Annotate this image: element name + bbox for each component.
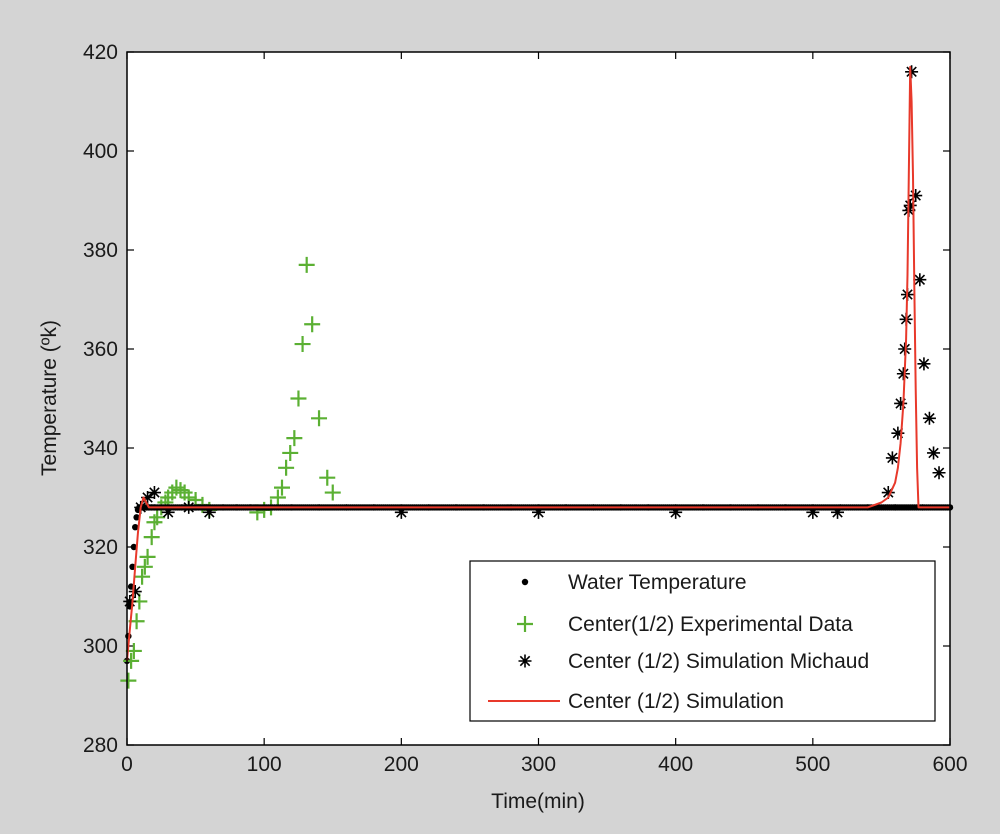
data-point [290, 390, 307, 407]
y-tick-label: 340 [83, 437, 118, 460]
legend-dot [521, 578, 529, 586]
data-point [891, 426, 905, 440]
y-axis: 280 300 320 340 360 380 400 420 [83, 41, 950, 757]
data-point [168, 479, 185, 496]
series-simulation [126, 65, 950, 661]
y-axis-label: Temperature (ºk) [38, 320, 61, 476]
data-point [806, 505, 820, 519]
plot-frame [126, 51, 951, 746]
data-point [269, 489, 286, 506]
data-point [885, 451, 899, 465]
legend-entry-water-temperature: Water Temperature [521, 571, 747, 594]
legend-label-simulation: Center (1/2) Simulation [568, 690, 784, 713]
legend-label-experimental-data: Center(1/2) Experimental Data [568, 613, 853, 636]
data-point [132, 524, 139, 531]
data-point [532, 505, 545, 519]
data-point [123, 594, 137, 608]
legend-entry-simulation: Center (1/2) Simulation [488, 690, 784, 713]
data-point [128, 585, 142, 599]
data-point [134, 568, 151, 585]
data-point [394, 505, 408, 519]
legend-plus [517, 616, 533, 632]
data-point [123, 652, 140, 669]
y-tick-label: 400 [83, 140, 118, 163]
data-point [298, 256, 315, 273]
y-tick-label: 280 [83, 734, 118, 757]
y-tick-label: 380 [83, 239, 118, 262]
legend-entry-simulation-michaud: Center (1/2) Simulation Michaud [518, 650, 869, 673]
data-point [130, 543, 138, 551]
data-point [278, 459, 295, 476]
legend-marker-water-temperature [521, 578, 529, 586]
data-point [294, 336, 311, 353]
data-point [903, 198, 917, 212]
data-point [894, 396, 908, 410]
data-point [136, 558, 153, 575]
data-point [143, 529, 160, 546]
x-tick-label: 600 [932, 753, 967, 776]
data-point [922, 411, 936, 425]
data-point [831, 505, 845, 519]
series-line-simulation [126, 65, 950, 661]
legend-asterisk [518, 654, 532, 668]
data-point [120, 672, 137, 689]
x-tick-label: 300 [521, 753, 556, 776]
legend-marker-simulation-michaud [518, 654, 532, 668]
data-point [286, 430, 303, 447]
data-point [319, 469, 336, 486]
legend-label-water-temperature: Water Temperature [568, 571, 747, 594]
data-point [932, 466, 946, 480]
water-temperature-dense-band [137, 504, 953, 511]
y-tick-label: 360 [83, 338, 118, 361]
legend-marker-experimental-data [517, 616, 533, 632]
data-point [896, 367, 910, 381]
data-point [141, 491, 155, 504]
y-tick-label: 420 [83, 41, 118, 64]
data-point [282, 444, 299, 461]
data-point [139, 548, 156, 565]
data-point [905, 65, 919, 79]
data-point [909, 189, 923, 203]
data-point [913, 273, 927, 287]
legend-box [469, 560, 936, 722]
series-experimental-data [120, 256, 341, 689]
data-point [161, 505, 175, 519]
data-point [324, 484, 341, 501]
y-tick-label: 300 [83, 635, 118, 658]
x-tick-label: 200 [384, 753, 419, 776]
legend-label-simulation-michaud: Center (1/2) Simulation Michaud [568, 650, 869, 673]
legend-entry-experimental-data: Center(1/2) Experimental Data [517, 613, 853, 636]
x-tick-label: 0 [121, 753, 133, 776]
x-tick-label: 400 [658, 753, 693, 776]
x-axis: 0 100 200 300 400 500 600 [121, 52, 968, 776]
x-tick-label: 500 [795, 753, 830, 776]
data-point [669, 505, 683, 519]
data-point [881, 486, 895, 500]
data-point [927, 446, 941, 460]
data-point [149, 509, 166, 526]
data-point [273, 479, 290, 496]
data-point [304, 316, 321, 333]
legend: Water Temperature Center(1/2) Experiment… [469, 560, 936, 722]
data-point [202, 505, 216, 519]
data-point [172, 482, 189, 499]
x-axis-label: Time(min) [491, 790, 585, 813]
data-point [311, 410, 328, 427]
data-point [147, 486, 161, 500]
x-tick-label: 100 [247, 753, 282, 776]
data-point [133, 514, 140, 521]
series-layer [120, 65, 954, 689]
data-point [917, 357, 931, 371]
y-tick-label: 320 [83, 536, 118, 559]
